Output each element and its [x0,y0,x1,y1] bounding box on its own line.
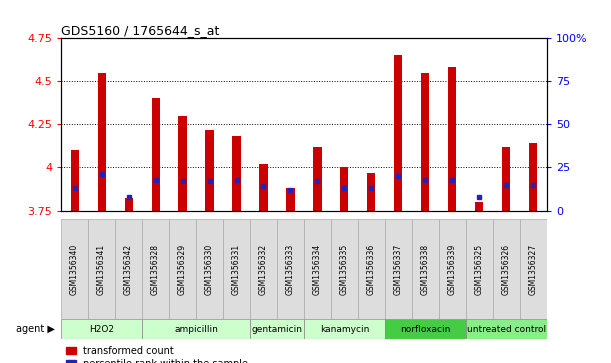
Bar [287,188,295,211]
Bar [475,202,483,211]
Text: GSM1356339: GSM1356339 [448,244,457,295]
Bar [340,167,348,211]
FancyBboxPatch shape [250,319,304,339]
Text: GSM1356333: GSM1356333 [286,244,295,295]
Text: GSM1356330: GSM1356330 [205,244,214,295]
Bar [125,199,133,211]
Text: GSM1356338: GSM1356338 [421,244,430,295]
Bar [422,73,430,211]
FancyBboxPatch shape [520,219,547,319]
Text: kanamycin: kanamycin [320,325,369,334]
FancyBboxPatch shape [412,219,439,319]
Legend: transformed count, percentile rank within the sample: transformed count, percentile rank withi… [66,346,249,363]
Text: agent ▶: agent ▶ [16,325,55,334]
Text: gentamicin: gentamicin [252,325,302,334]
FancyBboxPatch shape [385,219,412,319]
FancyBboxPatch shape [304,219,331,319]
FancyBboxPatch shape [169,219,196,319]
FancyBboxPatch shape [142,319,250,339]
Bar [232,136,241,211]
Bar [178,116,186,211]
Text: GSM1356327: GSM1356327 [529,244,538,295]
Bar [152,98,159,211]
FancyBboxPatch shape [61,319,142,339]
FancyBboxPatch shape [223,219,250,319]
FancyBboxPatch shape [88,219,115,319]
FancyBboxPatch shape [196,219,223,319]
FancyBboxPatch shape [304,319,385,339]
FancyBboxPatch shape [331,219,358,319]
FancyBboxPatch shape [115,219,142,319]
Text: GSM1356334: GSM1356334 [313,244,322,295]
Text: GSM1356328: GSM1356328 [151,244,160,295]
Text: ampicillin: ampicillin [174,325,218,334]
Text: GSM1356332: GSM1356332 [259,244,268,295]
Text: GSM1356335: GSM1356335 [340,244,349,295]
Text: GSM1356326: GSM1356326 [502,244,511,295]
FancyBboxPatch shape [61,219,88,319]
Bar [394,55,403,211]
Bar [98,73,106,211]
Bar [313,147,321,211]
Text: GSM1356325: GSM1356325 [475,244,484,295]
Bar [367,172,376,211]
FancyBboxPatch shape [385,319,466,339]
Text: untreated control: untreated control [467,325,546,334]
FancyBboxPatch shape [466,319,547,339]
Text: GSM1356336: GSM1356336 [367,244,376,295]
FancyBboxPatch shape [250,219,277,319]
FancyBboxPatch shape [358,219,385,319]
FancyBboxPatch shape [493,219,520,319]
FancyBboxPatch shape [142,219,169,319]
Text: GSM1356342: GSM1356342 [124,244,133,295]
Text: GSM1356331: GSM1356331 [232,244,241,295]
Bar [529,143,538,211]
Bar [260,164,268,211]
FancyBboxPatch shape [439,219,466,319]
Bar [205,130,214,211]
Bar [502,147,510,211]
Bar [448,68,456,211]
Text: GDS5160 / 1765644_s_at: GDS5160 / 1765644_s_at [61,24,219,37]
Text: GSM1356329: GSM1356329 [178,244,187,295]
Text: norfloxacin: norfloxacin [400,325,450,334]
Text: GSM1356340: GSM1356340 [70,244,79,295]
Bar [70,150,79,211]
Text: GSM1356341: GSM1356341 [97,244,106,295]
FancyBboxPatch shape [466,219,493,319]
Text: H2O2: H2O2 [89,325,114,334]
FancyBboxPatch shape [277,219,304,319]
Text: GSM1356337: GSM1356337 [394,244,403,295]
